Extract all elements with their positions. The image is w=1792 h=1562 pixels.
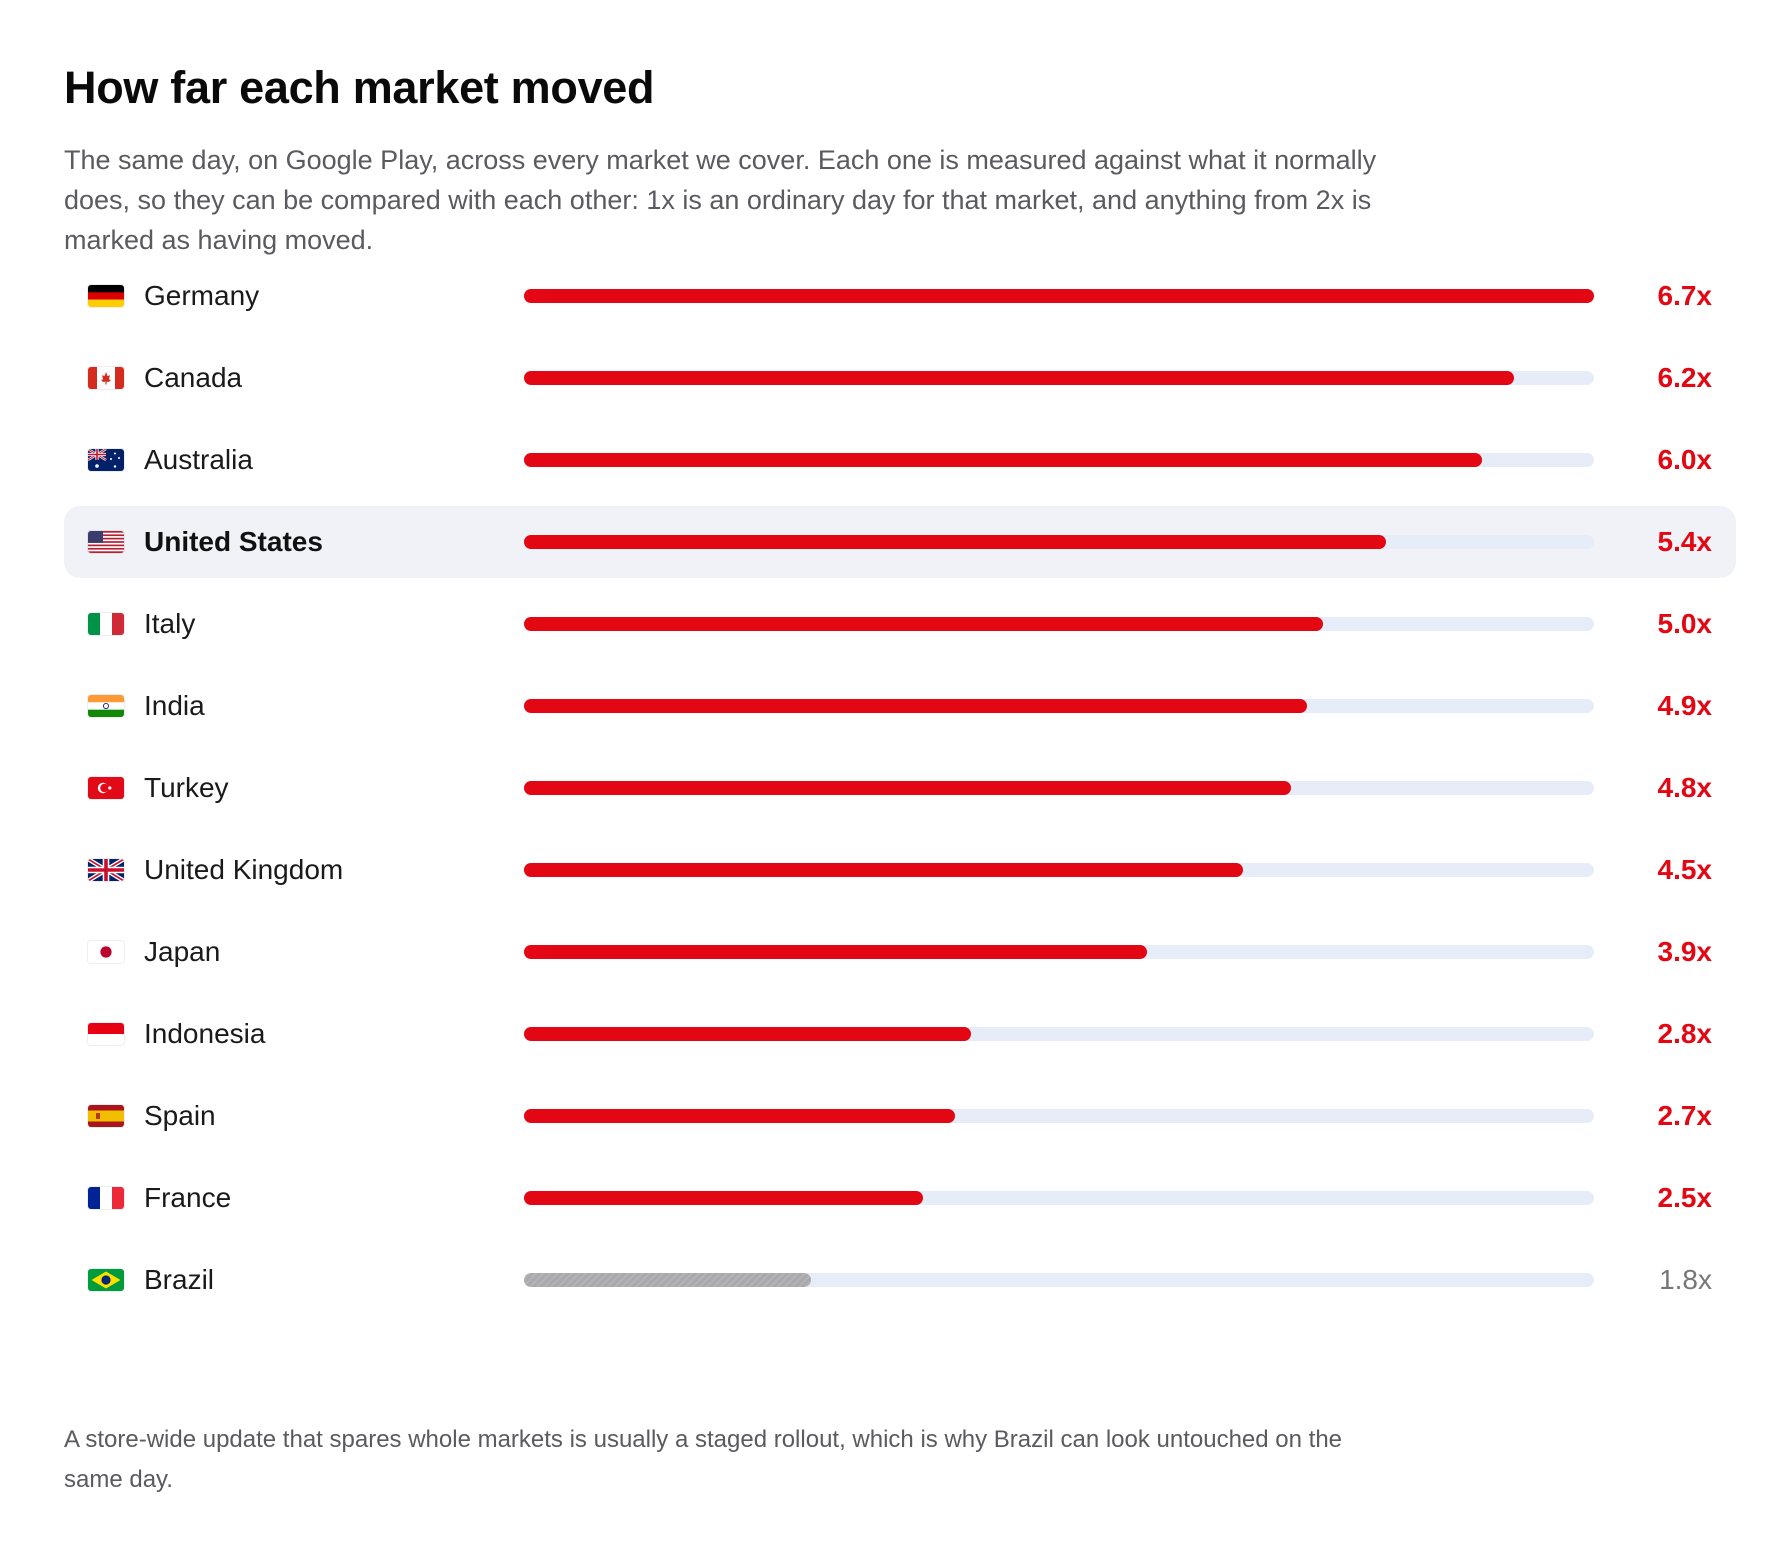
- category-label: Turkey: [144, 772, 229, 803]
- fr-flag-icon: [88, 1187, 124, 1209]
- value-label: 3.9x: [1657, 936, 1713, 967]
- in-flag-icon: [88, 695, 124, 717]
- bar-row-france: France 2.5x: [64, 1162, 1736, 1234]
- bar-germany: [524, 289, 1594, 303]
- value-label: 4.9x: [1657, 690, 1713, 721]
- bar-track: [524, 781, 1594, 795]
- category-label: United Kingdom: [144, 854, 344, 885]
- bar-row-australia: Australia 6.0x: [64, 424, 1736, 496]
- bar-italy: [524, 617, 1323, 631]
- au-flag-icon: [88, 449, 124, 471]
- bar-united-kingdom: [524, 863, 1243, 877]
- value-label: 2.8x: [1657, 1018, 1713, 1049]
- bar-track: [524, 945, 1594, 959]
- bar-row-canada: Canada 6.2x: [64, 342, 1736, 414]
- id-flag-icon: [88, 1023, 124, 1045]
- bar-track: [524, 1191, 1594, 1205]
- bar-track: [524, 289, 1594, 303]
- bar-track: [524, 371, 1594, 385]
- bar-track: [524, 699, 1594, 713]
- bar-brazil: [524, 1273, 811, 1287]
- category-label: Italy: [144, 608, 196, 639]
- bar-row-italy: Italy 5.0x: [64, 588, 1736, 660]
- bar-row-brazil: Brazil 1.8x: [64, 1244, 1736, 1316]
- value-label: 6.2x: [1657, 362, 1713, 393]
- bar-row-united-states: United States 5.4x: [64, 506, 1736, 578]
- bar-track: [524, 1109, 1594, 1123]
- bar-row-turkey: Turkey 4.8x: [64, 752, 1736, 824]
- chart-subtitle: The same day, on Google Play, across eve…: [64, 145, 1377, 255]
- bar-india: [524, 699, 1307, 713]
- bar-track: [524, 863, 1594, 877]
- it-flag-icon: [88, 613, 124, 635]
- category-label: United States: [144, 526, 323, 557]
- category-label: India: [144, 690, 205, 721]
- bar-australia: [524, 453, 1482, 467]
- category-label: Brazil: [144, 1264, 215, 1295]
- bar-turkey: [524, 781, 1291, 795]
- bar-row-germany: Germany 6.7x: [64, 260, 1736, 332]
- bar-row-spain: Spain 2.7x: [64, 1080, 1736, 1152]
- bar-row-united-kingdom: United Kingdom 4.5x: [64, 834, 1736, 906]
- bar-track: [524, 1027, 1594, 1041]
- jp-flag-icon: [88, 941, 124, 963]
- bar-track: [524, 1273, 1594, 1287]
- value-label: 1.8x: [1659, 1264, 1712, 1295]
- es-flag-icon: [88, 1105, 124, 1127]
- chart-title: How far each market moved: [64, 62, 655, 113]
- value-label: 6.7x: [1657, 280, 1713, 311]
- us-flag-icon: [88, 531, 124, 553]
- bar-canada: [524, 371, 1514, 385]
- bar-track: [524, 535, 1594, 549]
- br-flag-icon: [88, 1269, 124, 1291]
- tr-flag-icon: [88, 777, 124, 799]
- category-label: Japan: [144, 936, 221, 967]
- bar-japan: [524, 945, 1147, 959]
- bar-indonesia: [524, 1027, 971, 1041]
- bar-track: [524, 617, 1594, 631]
- bar-row-india: India 4.9x: [64, 670, 1736, 742]
- value-label: 5.4x: [1657, 526, 1713, 557]
- bar-track: [524, 453, 1594, 467]
- category-label: France: [144, 1182, 232, 1213]
- gb-flag-icon: [88, 859, 124, 881]
- category-label: Spain: [144, 1100, 216, 1131]
- value-label: 5.0x: [1657, 608, 1713, 639]
- category-label: Germany: [144, 280, 260, 311]
- value-label: 4.5x: [1657, 854, 1713, 885]
- chart-footnote: A store-wide update that spares whole ma…: [64, 1426, 1343, 1493]
- bar-united-states: [524, 535, 1386, 549]
- value-label: 2.7x: [1657, 1100, 1713, 1131]
- category-label: Australia: [144, 444, 253, 475]
- bar-row-indonesia: Indonesia 2.8x: [64, 998, 1736, 1070]
- value-label: 2.5x: [1657, 1182, 1713, 1213]
- bar-row-japan: Japan 3.9x: [64, 916, 1736, 988]
- value-label: 4.8x: [1657, 772, 1713, 803]
- ca-flag-icon: [88, 367, 124, 389]
- category-label: Canada: [144, 362, 243, 393]
- bar-spain: [524, 1109, 955, 1123]
- de-flag-icon: [88, 285, 124, 307]
- bar-france: [524, 1191, 923, 1205]
- value-label: 6.0x: [1657, 444, 1713, 475]
- category-label: Indonesia: [144, 1018, 266, 1049]
